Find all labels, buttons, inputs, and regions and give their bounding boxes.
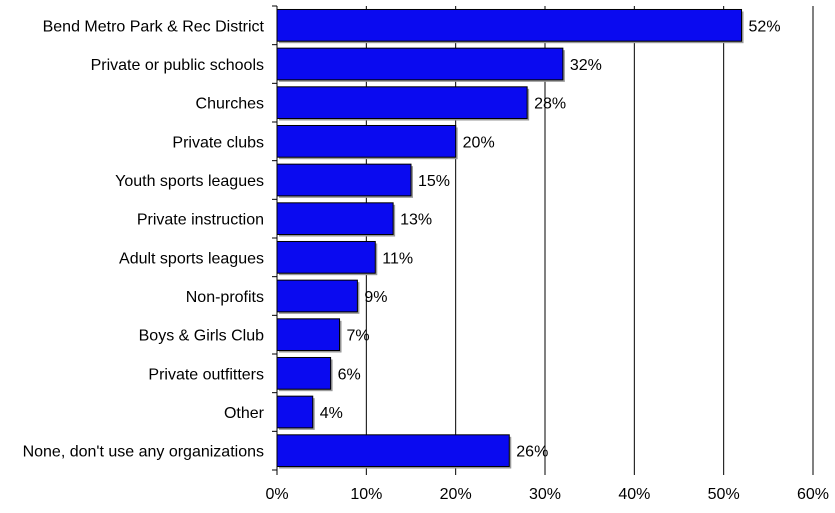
category-label: Other (224, 405, 265, 422)
x-tick-label: 30% (529, 486, 561, 503)
data-label: 13% (400, 212, 432, 229)
category-label: Adult sports leagues (119, 250, 264, 267)
data-label: 28% (534, 96, 566, 113)
data-label: 32% (570, 57, 602, 74)
labels: 0% 10% 20% 30% 40% 50% 60% Bend Metro Park & Re… (23, 18, 829, 503)
gridlines (365, 6, 814, 470)
data-label: 7% (347, 328, 370, 345)
category-label: Churches (196, 96, 264, 113)
bar (276, 8, 743, 42)
data-label: 20% (463, 134, 495, 151)
data-label: 15% (418, 173, 450, 190)
category-label: None, don't use any organizations (23, 444, 264, 461)
data-label: 26% (516, 444, 548, 461)
data-label: 4% (320, 405, 343, 422)
data-label: 52% (749, 18, 781, 35)
category-label: Youth sports leagues (115, 173, 264, 190)
bar (276, 395, 314, 429)
data-label: 11% (382, 250, 413, 267)
category-label: Private outfitters (148, 366, 264, 383)
bar (276, 202, 394, 236)
bars (276, 8, 744, 469)
bar (276, 124, 457, 158)
axes (272, 5, 814, 475)
bar (276, 279, 358, 313)
bar (276, 356, 332, 390)
category-label: Private or public schools (91, 57, 264, 74)
bar (276, 240, 376, 274)
category-label: Private instruction (137, 212, 264, 229)
x-tick-label: 0% (265, 486, 288, 503)
bar (276, 163, 412, 197)
data-label: 6% (338, 366, 361, 383)
x-tick-label: 10% (350, 486, 382, 503)
x-tick-label: 20% (440, 486, 472, 503)
x-tick-label: 50% (708, 486, 740, 503)
category-label: Boys & Girls Club (139, 328, 264, 345)
bar (276, 318, 341, 352)
category-label: Private clubs (172, 134, 264, 151)
bar (276, 86, 528, 120)
bar (276, 47, 564, 81)
bar (276, 434, 510, 468)
x-tick-label: 40% (618, 486, 650, 503)
category-label: Bend Metro Park & Rec District (43, 18, 265, 35)
category-label: Non-profits (186, 289, 264, 306)
x-tick-label: 60% (797, 486, 829, 503)
data-label: 9% (364, 289, 387, 306)
